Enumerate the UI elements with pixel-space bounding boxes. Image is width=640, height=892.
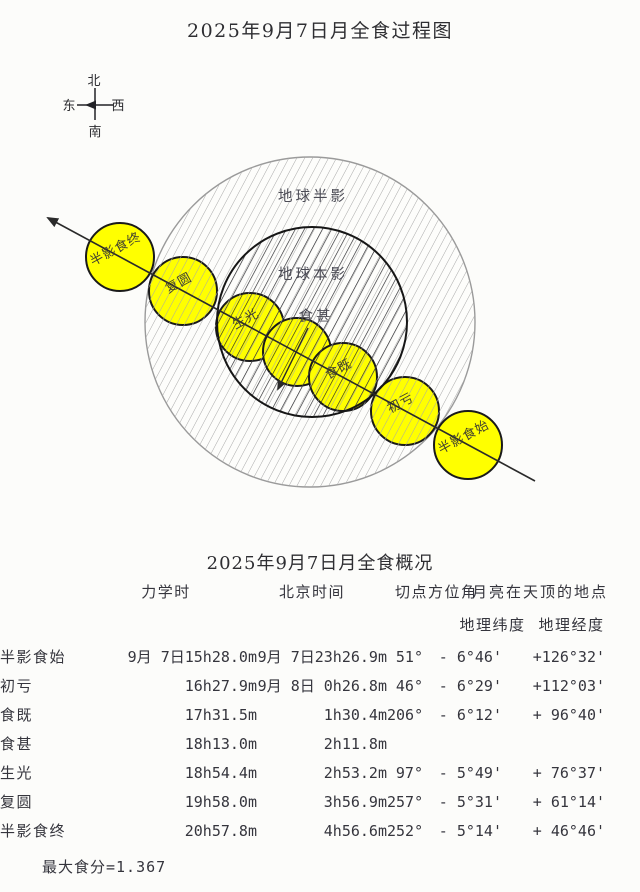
compass-east-label: 东 <box>62 99 75 114</box>
beijing-time-cell: 2h53.2m <box>323 763 387 782</box>
beijing-time-cell: 9月 7日23h26.9m <box>257 648 387 666</box>
longitude-cell: + 61°14' <box>532 792 606 811</box>
penumbra-label: 地球半影 <box>278 188 348 205</box>
table-header-row-1: 力学时 北京时间 切点方位角 月亮在天顶的地点 <box>0 576 640 606</box>
compass-east-arrow-icon <box>85 100 96 110</box>
col-header-longitude: 地理经度 <box>538 615 605 634</box>
table-row-penumbral-end: 半影食终 20h57.8m 4h56.6m 252° - 5°14' + 46°… <box>0 816 640 845</box>
max-magnitude-note: 最大食分=1.367 <box>42 858 167 876</box>
max-eclipse-arrow <box>277 327 309 391</box>
eclipse-diagram: 北 南 东 西 地球半影 地球本影 食甚 半影食终 <box>46 74 536 488</box>
longitude-cell: + 96°40' <box>532 705 606 724</box>
contact-angle-cell: 257° <box>387 792 424 811</box>
phase-name-cell: 半影食终 <box>0 822 67 840</box>
latitude-cell <box>423 729 502 758</box>
col-header-contact-angle: 切点方位角 <box>395 582 478 601</box>
compass: 北 南 东 西 <box>62 74 124 140</box>
beijing-time-cell: 3h56.9m <box>323 792 387 811</box>
table-row-maximum: 食甚 18h13.0m 2h11.8m <box>0 729 640 758</box>
dynamical-time-cell: 19h58.0m <box>184 792 257 811</box>
max-eclipse-label: 食甚 <box>299 308 334 325</box>
longitude-cell <box>502 729 605 758</box>
dynamical-time-cell: 18h54.4m <box>184 763 257 782</box>
compass-south-label: 南 <box>88 124 101 140</box>
table-row-fourth-contact: 复圆 19h58.0m 3h56.9m 257° - 5°31' + 61°14… <box>0 787 640 816</box>
compass-west-label: 西 <box>111 99 124 114</box>
eclipse-overview-table: 力学时 北京时间 切点方位角 月亮在天顶的地点 地理纬度 地理经度 半影食始 9… <box>0 576 640 845</box>
moon-path-line <box>46 217 536 482</box>
latitude-cell: - 6°12' <box>438 705 502 724</box>
dynamical-time-cell: 9月 7日15h28.0m <box>127 648 257 666</box>
phase-name-cell: 初亏 <box>0 677 34 695</box>
phase-name-cell: 食既 <box>0 706 34 724</box>
compass-north-label: 北 <box>87 74 100 89</box>
latitude-cell: - 5°14' <box>438 821 502 840</box>
table-row-first-contact: 初亏 16h27.9m 9月 8日 0h26.8m 46° - 6°29' +1… <box>0 671 640 700</box>
phase-name-cell: 复圆 <box>0 793 34 811</box>
table-row-third-contact: 生光 18h54.4m 2h53.2m 97° - 5°49' + 76°37' <box>0 758 640 787</box>
longitude-cell: +126°32' <box>532 647 606 666</box>
col-header-dynamical-time: 力学时 <box>141 582 191 601</box>
longitude-cell: +112°03' <box>532 676 606 695</box>
latitude-cell: - 6°29' <box>438 676 502 695</box>
contact-angle-cell: 97° <box>395 763 423 782</box>
beijing-time-cell: 9月 8日 0h26.8m <box>257 677 387 695</box>
page-title: 2025年9月7日月全食过程图 <box>186 20 454 42</box>
contact-angle-cell: 252° <box>387 821 424 840</box>
table-row-penumbral-start: 半影食始 9月 7日15h28.0m 9月 7日23h26.9m 51° - 6… <box>0 642 640 671</box>
phase-name-cell: 半影食始 <box>0 648 67 666</box>
phase-name-cell: 生光 <box>0 764 34 782</box>
contact-angle-cell: 206° <box>387 705 424 724</box>
dynamical-time-cell: 17h31.5m <box>184 705 257 724</box>
dynamical-time-cell: 18h13.0m <box>184 734 257 753</box>
dynamical-time-cell: 16h27.9m <box>184 676 257 695</box>
overview-title: 2025年9月7日月全食概况 <box>206 553 434 574</box>
latitude-cell: - 5°31' <box>438 792 502 811</box>
longitude-cell: + 46°46' <box>532 821 606 840</box>
col-header-beijing-time: 北京时间 <box>278 582 345 601</box>
dynamical-time-cell: 20h57.8m <box>184 821 257 840</box>
beijing-time-cell: 1h30.4m <box>323 705 387 724</box>
table-row-second-contact: 食既 17h31.5m 1h30.4m 206° - 6°12' + 96°40… <box>0 700 640 729</box>
latitude-cell: - 5°49' <box>438 763 502 782</box>
table-header-row-2: 地理纬度 地理经度 <box>0 606 640 642</box>
contact-angle-cell: 46° <box>395 676 423 695</box>
beijing-time-cell: 4h56.6m <box>323 821 387 840</box>
col-header-zenith-point: 月亮在天顶的地点 <box>472 582 609 601</box>
longitude-cell: + 76°37' <box>532 763 606 782</box>
umbra-label: 地球本影 <box>278 266 348 283</box>
beijing-time-cell: 2h11.8m <box>323 734 387 753</box>
phase-name-cell: 食甚 <box>0 735 34 753</box>
contact-angle-cell <box>387 729 423 758</box>
contact-angle-cell: 51° <box>395 647 423 666</box>
latitude-cell: - 6°46' <box>438 647 502 666</box>
umbra-circle <box>216 226 408 418</box>
col-header-latitude: 地理纬度 <box>459 615 526 634</box>
